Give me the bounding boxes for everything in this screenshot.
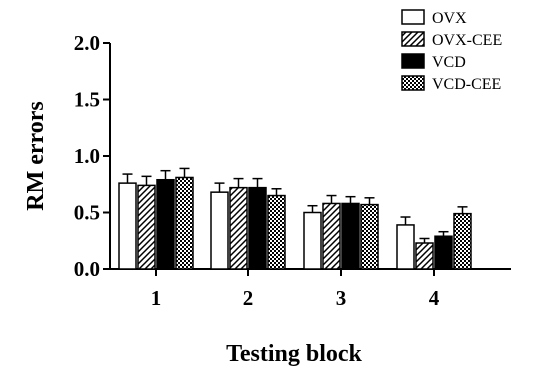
legend-label: VCD	[432, 54, 466, 71]
bar-ovx-block-1	[118, 182, 137, 270]
bar-ovx-cee-block-4	[415, 242, 434, 270]
y-tick-label: 1.0	[74, 144, 100, 168]
y-tick-label: 2.0	[74, 31, 100, 55]
legend-label: OVX	[432, 10, 467, 27]
bar-ovx-cee-block-1	[137, 184, 156, 270]
x-tick-label: 2	[243, 286, 254, 310]
x-tick-label: 3	[336, 286, 347, 310]
x-axis-title: Testing block	[226, 341, 362, 367]
bar-vcd-cee-block-1	[175, 176, 194, 270]
y-tick-label: 1.5	[74, 88, 100, 112]
bar-ovx-cee-block-3	[322, 202, 341, 270]
bar-ovx-block-2	[210, 191, 229, 270]
legend-swatch-vcd	[401, 53, 425, 69]
bar-vcd-block-2	[248, 186, 267, 270]
bar-vcd-cee-block-4	[453, 212, 472, 270]
legend-swatch-ovx	[401, 9, 425, 25]
x-tick-label: 4	[429, 286, 440, 310]
y-tick-label: 0.5	[74, 201, 100, 225]
bar-vcd-block-4	[434, 235, 453, 270]
legend: OVX OVX-CEE VCD VCD-CEE	[401, 9, 502, 93]
legend-swatch-ovx-cee	[401, 31, 425, 47]
bar-vcd-block-3	[341, 202, 360, 270]
legend-swatch-vcd-cee	[401, 75, 425, 91]
bar-ovx-block-3	[303, 211, 322, 270]
bar-ovx-block-4	[396, 224, 415, 270]
x-tick-label: 1	[151, 286, 162, 310]
y-ticks: 0.0 0.5 1.0 1.5 2.0	[74, 31, 110, 281]
bar-vcd-block-1	[156, 178, 175, 270]
bar-ovx-cee-block-2	[229, 186, 248, 270]
bars	[118, 167, 472, 270]
bar-vcd-cee-block-2	[267, 194, 286, 270]
y-tick-label: 0.0	[74, 257, 100, 281]
legend-label: OVX-CEE	[432, 32, 502, 49]
legend-label: VCD-CEE	[432, 76, 501, 93]
y-axis-title: RM errors	[23, 101, 49, 211]
x-ticks: 1 2 3 4	[151, 269, 440, 310]
bar-vcd-cee-block-3	[360, 203, 379, 270]
